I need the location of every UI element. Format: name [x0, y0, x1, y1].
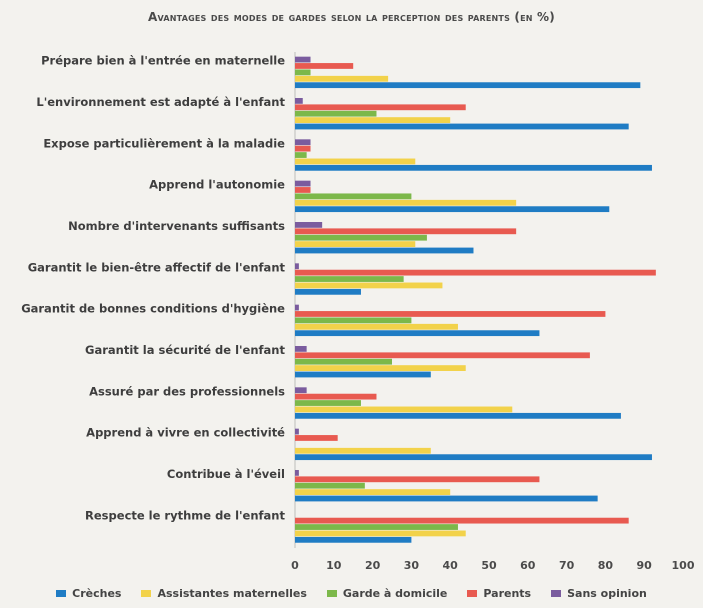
bar: [295, 104, 466, 111]
bar: [295, 158, 416, 165]
legend-item: Assistantes maternelles: [141, 587, 307, 600]
category-label: Garantit le bien-être affectif de l'enfa…: [28, 260, 286, 274]
x-tick-label: 100: [672, 559, 695, 572]
bar: [295, 317, 412, 324]
bar: [295, 358, 392, 365]
legend-item: Sans opinion: [551, 587, 647, 600]
category-label: Apprend l'autonomie: [149, 178, 285, 192]
x-tick-label: 60: [520, 559, 536, 572]
legend-swatch: [467, 590, 478, 597]
bar: [295, 428, 299, 435]
category-label: Apprend à vivre en collectivité: [86, 426, 285, 440]
x-tick-label: 80: [598, 559, 614, 572]
bar: [295, 69, 311, 76]
bar: [295, 193, 412, 200]
bar: [295, 406, 513, 413]
bar: [295, 447, 431, 454]
category-label: Garantit de bonnes conditions d'hygiène: [21, 302, 285, 316]
bar: [295, 123, 629, 130]
bar: [295, 323, 458, 330]
x-tick-label: 20: [365, 559, 381, 572]
bar: [295, 63, 354, 69]
bar: [295, 247, 474, 254]
bar: [295, 435, 338, 441]
legend-label: Parents: [483, 587, 532, 600]
bar: [295, 180, 311, 187]
bar: [295, 152, 307, 158]
category-label: Nombre d'intervenants suffisants: [68, 219, 285, 233]
x-tick-label: 50: [481, 559, 497, 572]
bar: [295, 98, 303, 104]
bar: [295, 371, 431, 378]
bar: [295, 304, 299, 311]
legend-swatch: [326, 590, 337, 597]
bar: [295, 222, 323, 228]
bar: [295, 536, 412, 543]
legend: Crèches Assistantes maternelles Garde à do…: [0, 587, 703, 600]
bar: [295, 164, 652, 171]
bar: [295, 524, 458, 530]
category-label: Assuré par des professionnels: [89, 384, 285, 398]
legend-item: Garde à domicile: [326, 587, 448, 600]
bar: [295, 352, 590, 359]
bar: [295, 470, 299, 476]
category-label: L'environnement est adapté à l'enfant: [36, 95, 285, 109]
bar: [295, 530, 466, 537]
legend-label: Crèches: [72, 587, 122, 600]
legend-swatch: [56, 590, 67, 597]
bar: [295, 117, 451, 123]
bar: [295, 476, 540, 483]
category-label: Contribue à l'éveil: [167, 467, 285, 481]
category-label: Respecte le rythme de l'enfant: [85, 508, 285, 522]
bar: [295, 517, 629, 524]
bar: [295, 393, 377, 400]
bar: [295, 346, 307, 352]
legend-label: Assistantes maternelles: [157, 587, 307, 600]
bar: [295, 330, 540, 337]
x-tick-label: 0: [291, 559, 299, 572]
x-tick-label: 30: [404, 559, 420, 572]
bar: [295, 56, 311, 63]
chart-title: Avantages des modes de gardes selon la p…: [148, 10, 555, 24]
bar: [295, 400, 361, 406]
legend-swatch: [551, 590, 562, 597]
bar: [295, 412, 621, 419]
bar: [295, 228, 517, 235]
x-tick-label: 70: [559, 559, 575, 572]
x-tick-label: 40: [443, 559, 459, 572]
legend-label: Garde à domicile: [342, 587, 448, 600]
category-label: Expose particulièrement à la maladie: [43, 136, 285, 150]
bar: [295, 495, 598, 502]
bar: [295, 311, 606, 317]
bar: [295, 454, 652, 461]
bar: [295, 482, 365, 489]
bar: [295, 288, 361, 295]
bar: [295, 387, 307, 394]
bar: [295, 82, 641, 89]
legend-item: Parents: [467, 587, 531, 600]
x-tick-label: 90: [637, 559, 653, 572]
bar: [295, 199, 517, 206]
bar: [295, 241, 416, 247]
bar: [295, 282, 443, 289]
legend-item: Crèches: [56, 587, 121, 600]
bar: [295, 145, 311, 152]
category-label: Prépare bien à l'entrée en maternelle: [41, 54, 285, 68]
legend-label: Sans opinion: [567, 587, 647, 600]
bar: [295, 206, 610, 213]
bar: [295, 269, 656, 276]
bar: [295, 365, 466, 371]
legend-swatch: [141, 590, 152, 597]
bar: [295, 110, 377, 117]
bar: [295, 276, 404, 282]
bar: [295, 187, 311, 193]
bar: [295, 263, 299, 270]
bar: [295, 139, 311, 146]
category-label: Garantit la sécurité de l'enfant: [85, 343, 285, 357]
bar: [295, 75, 389, 82]
bar: [295, 489, 451, 495]
x-tick-label: 10: [326, 559, 342, 572]
bar: [295, 234, 427, 241]
